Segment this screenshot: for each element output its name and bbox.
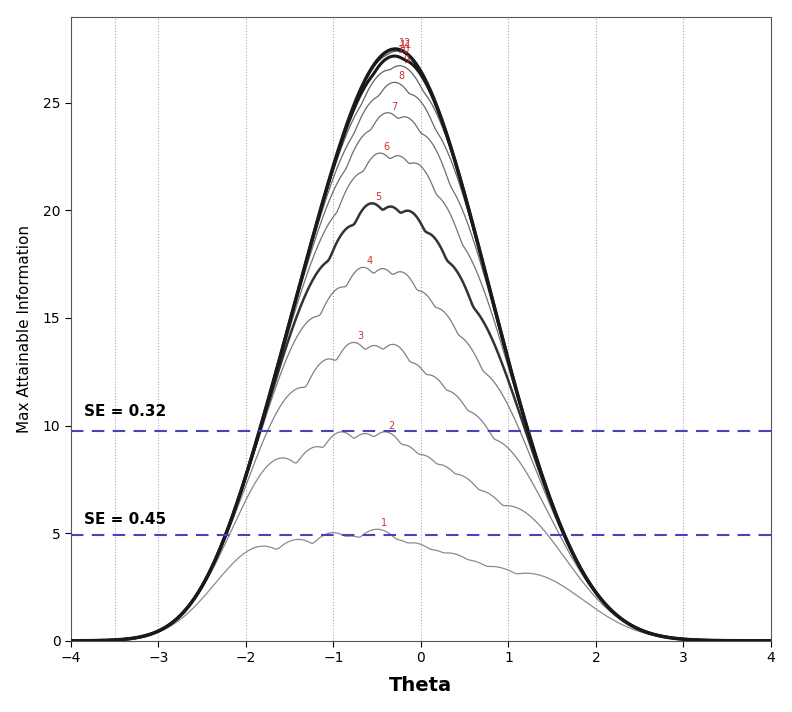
Text: 6: 6 [383, 142, 390, 152]
Y-axis label: Max Attainable Information: Max Attainable Information [17, 225, 32, 433]
Text: 2: 2 [388, 421, 394, 431]
Text: 1: 1 [381, 518, 386, 528]
Text: 11: 11 [400, 40, 413, 50]
Text: 4: 4 [367, 256, 373, 266]
Text: 3: 3 [357, 331, 364, 341]
Text: 12: 12 [399, 38, 411, 48]
Text: 5: 5 [375, 192, 382, 202]
X-axis label: Theta: Theta [390, 676, 452, 696]
Text: 7: 7 [391, 102, 398, 112]
Text: SE = 0.32: SE = 0.32 [84, 404, 166, 419]
Text: 10: 10 [398, 45, 410, 55]
Text: 9: 9 [403, 55, 409, 65]
Text: 8: 8 [398, 71, 404, 81]
Text: SE = 0.45: SE = 0.45 [84, 512, 166, 527]
